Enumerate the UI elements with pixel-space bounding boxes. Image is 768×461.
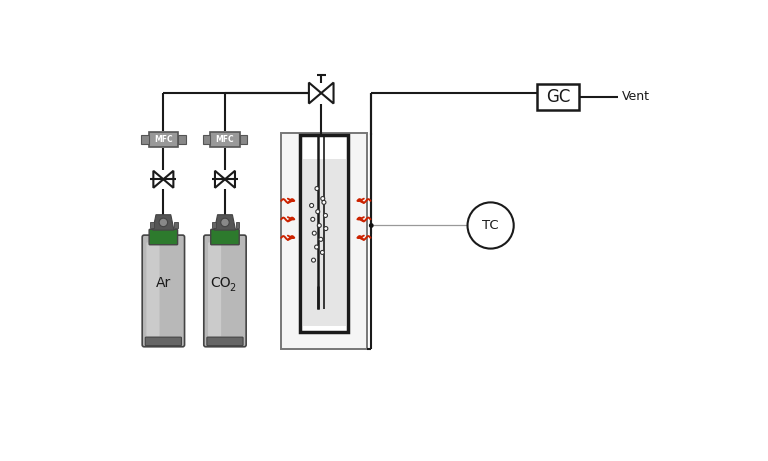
Circle shape [324,226,328,230]
Circle shape [315,245,319,249]
Bar [178,135,186,144]
Polygon shape [154,171,164,188]
Circle shape [319,237,323,242]
FancyBboxPatch shape [147,242,160,337]
Circle shape [220,218,229,227]
Text: Vent: Vent [621,90,650,103]
Circle shape [315,187,319,190]
Bar [281,133,367,349]
Polygon shape [225,171,235,188]
Text: MFC: MFC [154,135,173,144]
Polygon shape [164,171,174,188]
Polygon shape [321,83,333,104]
FancyBboxPatch shape [210,229,239,245]
FancyBboxPatch shape [208,242,221,337]
Circle shape [311,217,315,221]
FancyBboxPatch shape [207,337,243,346]
Text: 2: 2 [230,283,236,293]
Bar [240,135,247,144]
Bar [203,135,210,144]
Polygon shape [215,171,225,188]
Circle shape [317,224,321,227]
Polygon shape [153,215,174,230]
Polygon shape [309,83,321,104]
FancyBboxPatch shape [204,235,247,347]
Circle shape [323,213,327,218]
Circle shape [312,258,316,262]
Text: GC: GC [546,88,570,106]
Circle shape [310,203,313,207]
Circle shape [369,224,373,227]
Text: CO: CO [210,276,230,290]
FancyBboxPatch shape [145,337,181,346]
Bar [149,131,178,147]
Bar [141,135,149,144]
Bar [537,84,579,110]
Text: MFC: MFC [216,135,234,144]
Text: TC: TC [482,219,499,232]
Circle shape [313,231,316,235]
Circle shape [321,196,325,201]
Bar [212,222,216,228]
Circle shape [468,202,514,248]
Circle shape [320,250,324,254]
Bar [174,222,178,228]
Bar [303,159,346,325]
Circle shape [322,201,326,204]
Circle shape [316,210,319,213]
FancyBboxPatch shape [142,235,184,347]
Polygon shape [214,215,236,230]
Text: Ar: Ar [156,276,171,290]
Bar [151,222,154,228]
Circle shape [159,218,167,227]
Bar [210,131,240,147]
Bar [236,222,240,228]
Bar [300,136,348,332]
FancyBboxPatch shape [149,229,177,245]
